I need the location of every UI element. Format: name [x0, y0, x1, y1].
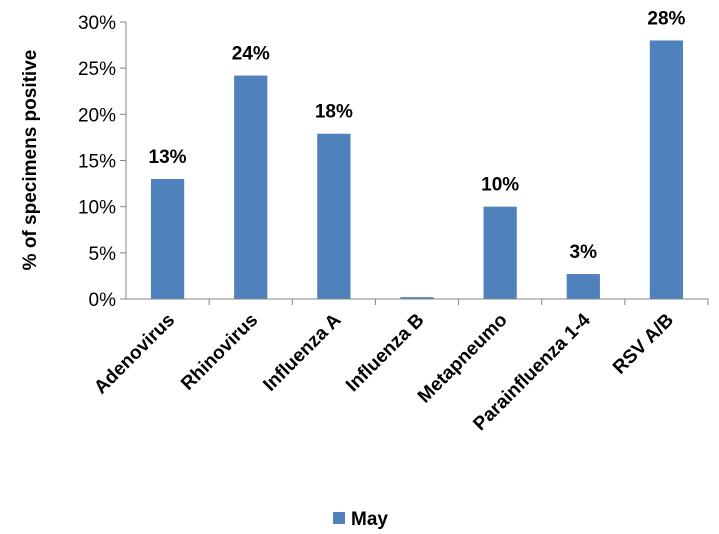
y-axis-ticks: 0% 5% 10% 15% 20% 25% 30% [78, 13, 126, 311]
y-tick-label: 10% [78, 198, 116, 219]
y-tick-label: 5% [89, 244, 117, 265]
data-label: 13% [149, 147, 187, 168]
y-tick-label: 15% [78, 152, 116, 173]
y-tick-label: 25% [78, 59, 116, 80]
data-label: 3% [570, 242, 598, 263]
bar-metapneumo [483, 206, 517, 299]
category-label: Influenza B [342, 310, 429, 397]
bar-rhinovirus [234, 75, 268, 299]
bars [150, 40, 684, 299]
data-label: 10% [481, 175, 519, 196]
category-label: Rhinovirus [177, 310, 262, 395]
y-tick-label: 20% [78, 105, 116, 126]
y-tick-label: 30% [78, 13, 116, 34]
legend-label-may: May [351, 509, 388, 530]
legend-swatch-may [333, 512, 345, 524]
data-label: 28% [647, 8, 685, 29]
y-axis-title: % of specimens positive [20, 50, 41, 271]
category-label: Influenza A [259, 309, 345, 395]
data-label: 18% [315, 102, 353, 123]
bar-influenza-b [400, 297, 434, 299]
legend: May [333, 509, 388, 530]
category-label: RSV A/B [609, 310, 678, 379]
data-label: 24% [232, 44, 270, 65]
data-labels: 13% 24% 18% 10% 3% 28% [149, 8, 686, 263]
bar-adenovirus [150, 178, 185, 299]
bar-influenza-a [317, 133, 351, 299]
category-label: Adenovirus [90, 310, 179, 399]
y-tick-label: 0% [89, 290, 117, 311]
bar-parainfluenza-1-4 [566, 274, 600, 299]
bar-rsv-a-b [649, 40, 684, 299]
